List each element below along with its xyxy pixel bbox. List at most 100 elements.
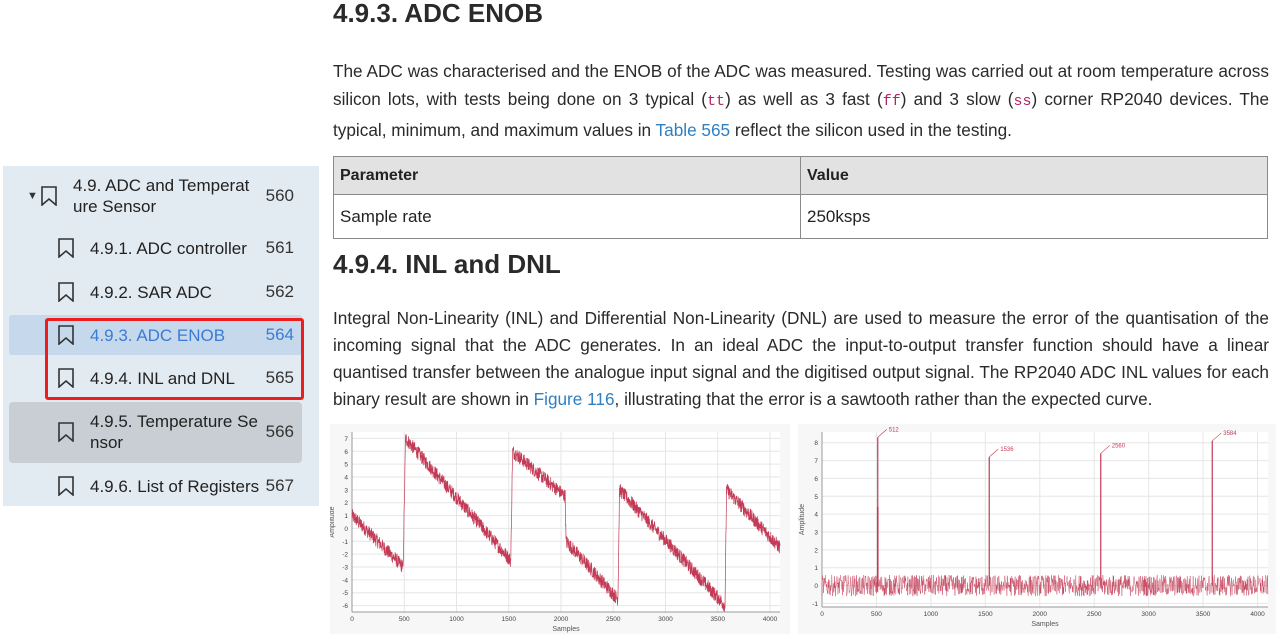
y-tick-label: 1 — [344, 513, 348, 520]
bookmark-page: 560 — [265, 186, 294, 205]
y-tick-label: 4 — [814, 512, 818, 519]
y-tick-label: -5 — [342, 590, 348, 597]
x-tick-label: 2500 — [606, 616, 621, 623]
bookmark-icon — [58, 422, 74, 442]
table-header-parameter: Parameter — [333, 156, 801, 195]
x-tick-label: 2000 — [554, 616, 569, 623]
bookmark-4-9[interactable]: ▼ 4.9. ADC and Temperat ure Sensor 560 — [27, 174, 294, 218]
x-tick-label: 0 — [350, 616, 354, 623]
selected-bookmark-highlight — [9, 315, 302, 355]
annotation-leader — [877, 429, 887, 438]
x-axis-label: Samples — [552, 626, 580, 633]
y-tick-label: 5 — [814, 494, 818, 501]
bookmark-4-9-4[interactable]: 4.9.4. INL and DNL 565 — [58, 366, 294, 390]
code-tt: tt — [707, 93, 726, 110]
annotation-leader — [1212, 432, 1222, 442]
x-tick-label: 1000 — [924, 611, 939, 618]
table-header-value: Value — [800, 156, 1268, 195]
y-tick-label: 0 — [344, 526, 348, 533]
bookmark-page: 564 — [265, 325, 294, 344]
y-axis-label: Amplitude — [330, 506, 336, 537]
bookmark-label: 4.9.2. SAR ADC — [90, 282, 212, 302]
bookmark-label: 4.9.5. Temperature Se nsor — [90, 412, 258, 452]
y-tick-label: 7 — [344, 436, 348, 443]
x-tick-label: 500 — [871, 611, 882, 618]
bookmark-icon — [58, 368, 74, 388]
inl-chart: 7 6 5 4 3 2 1 0 -1 -2 -3 -4 -5 -6 0 500 1000 1500 2000 2500… — [329, 424, 790, 634]
bookmarks-panel: ▼ 4.9. ADC and Temperat ure Sensor 560 4… — [3, 166, 319, 506]
x-tick-label: 0 — [820, 611, 824, 618]
x-tick-label: 2500 — [1087, 611, 1102, 618]
x-tick-label: 4000 — [1250, 611, 1265, 618]
y-tick-label: 8 — [814, 440, 818, 447]
bookmark-label: 4.9.1. ADC controller — [90, 238, 247, 258]
y-tick-label: 6 — [344, 449, 348, 456]
bookmark-page: 567 — [265, 476, 294, 495]
annotation-leader — [989, 448, 999, 458]
table-cell: Sample rate — [333, 194, 801, 239]
y-tick-label: 7 — [814, 458, 818, 465]
x-tick-label: 3000 — [1141, 611, 1156, 618]
dnl-series-line — [821, 574, 1269, 597]
plot-area — [352, 432, 780, 612]
bookmark-icon — [58, 282, 74, 302]
x-tick-label: 2000 — [1033, 611, 1048, 618]
x-tick-label: 500 — [399, 616, 410, 623]
y-tick-label: -1 — [342, 539, 348, 546]
y-tick-label: 2 — [814, 547, 818, 554]
bookmark-page: 561 — [265, 238, 294, 257]
bookmark-label: 4.9.3. ADC ENOB — [90, 325, 226, 345]
figure-116-link[interactable]: Figure 116 — [533, 389, 615, 409]
y-tick-label: 0 — [814, 583, 818, 590]
bookmark-label: 4.9.6. List of Registers — [90, 476, 260, 496]
code-ss: ss — [1013, 93, 1032, 110]
bookmark-icon — [58, 238, 74, 258]
annotation-label: 1536 — [1000, 447, 1014, 453]
x-tick-label: 4000 — [763, 616, 778, 623]
table-565-link[interactable]: Table 565 — [655, 120, 731, 140]
y-tick-label: -2 — [342, 552, 348, 559]
enob-paragraph: The ADC was characterised and the ENOB o… — [333, 61, 1270, 140]
x-tick-label: 3000 — [658, 616, 673, 623]
inl-series-line — [351, 434, 781, 612]
bookmark-4-9-5[interactable]: 4.9.5. Temperature Se nsor 566 — [58, 410, 294, 454]
x-tick-label: 1000 — [449, 616, 464, 623]
annotation-label: 512 — [889, 427, 900, 433]
bookmark-icon — [58, 325, 74, 345]
parameter-table: Parameter Value Sample rate 250ksps — [333, 156, 1268, 239]
dnl-chart: 8 7 6 5 4 3 2 1 0 -1 0 500 1000 1500 2000 2500 3000 3500 4… — [798, 424, 1276, 634]
y-tick-label: -1 — [812, 601, 818, 608]
y-tick-label: -4 — [342, 577, 348, 584]
y-tick-label: 3 — [814, 530, 818, 537]
bookmark-page: 562 — [265, 282, 294, 301]
bookmark-4-9-2[interactable]: 4.9.2. SAR ADC 562 — [58, 280, 294, 304]
y-tick-label: 5 — [344, 462, 348, 469]
bookmark-4-9-6[interactable]: 4.9.6. List of Registers 567 — [58, 474, 294, 498]
bookmark-label: 4.9. ADC and Temperat ure Sensor — [73, 176, 250, 216]
bookmark-4-9-3[interactable]: 4.9.3. ADC ENOB 564 — [58, 323, 294, 347]
y-tick-label: 1 — [814, 565, 818, 572]
code-ff: ff — [882, 93, 901, 110]
hovered-bookmark-highlight — [9, 402, 302, 463]
expand-caret-icon[interactable]: ▼ — [27, 190, 38, 202]
annotation-leader — [1100, 445, 1110, 454]
bookmark-4-9-1[interactable]: 4.9.1. ADC controller 561 — [58, 236, 294, 260]
x-tick-label: 1500 — [978, 611, 993, 618]
inl-dnl-paragraph: Integral Non-Linearity (INL) and Differe… — [333, 308, 1269, 409]
y-tick-label: 4 — [344, 475, 348, 482]
y-tick-label: -3 — [342, 565, 348, 572]
bookmark-page: 566 — [265, 422, 294, 441]
bookmark-page: 565 — [265, 368, 294, 387]
annotation-label: 2560 — [1112, 443, 1126, 449]
section-heading-enob: 4.9.3. ADC ENOB — [333, 0, 543, 28]
section-heading-inl-dnl: 4.9.4. INL and DNL — [333, 249, 561, 279]
y-tick-label: 6 — [814, 476, 818, 483]
x-tick-label: 3500 — [1196, 611, 1211, 618]
bookmark-icon — [41, 186, 57, 206]
y-tick-label: 2 — [344, 500, 348, 507]
bookmark-label: 4.9.4. INL and DNL — [90, 368, 235, 388]
y-tick-label: 3 — [344, 487, 348, 494]
bookmark-icon — [58, 476, 74, 496]
